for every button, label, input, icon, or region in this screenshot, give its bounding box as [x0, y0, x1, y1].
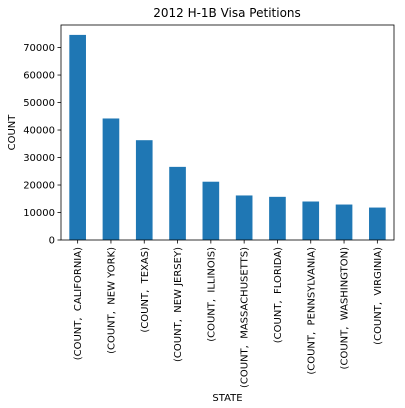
y-tick-label: 70000: [23, 43, 55, 54]
y-axis-label: COUNT: [7, 114, 18, 151]
bar: [369, 207, 386, 240]
x-tick-label: (COUNT, MASSACHUSETTS): [240, 247, 251, 388]
x-tick-label: (COUNT, WASHINGTON): [340, 247, 351, 370]
bar: [235, 195, 253, 240]
plot-frame: [60, 24, 395, 241]
x-tick-label: (COUNT, ILLINOIS): [206, 247, 217, 342]
chart-title: 2012 H-1B Visa Petitions: [153, 6, 301, 20]
x-tick-label: (COUNT, TEXAS): [140, 247, 151, 333]
bar: [269, 196, 286, 240]
x-axis-label: STATE: [212, 393, 242, 404]
x-tick-label: (COUNT, CALIFORNIA): [73, 247, 84, 360]
bar: [102, 118, 120, 240]
bar: [202, 181, 220, 240]
y-tick-label: 10000: [23, 208, 55, 219]
x-axis-ticks: (COUNT, CALIFORNIA) (COUNT, NEW YORK) (COU…: [73, 240, 384, 388]
bar: [135, 140, 153, 240]
y-tick-label: 20000: [23, 181, 55, 192]
x-tick-label: (COUNT, FLORIDA): [273, 247, 284, 343]
x-tick-label: (COUNT, NEW JERSEY): [173, 247, 184, 362]
bar: [335, 204, 353, 240]
y-tick-label: 60000: [23, 71, 55, 82]
y-tick-label: 50000: [23, 98, 55, 109]
y-tick-label: 30000: [23, 153, 55, 164]
x-tick-label: (COUNT, VIRGINIA): [373, 247, 384, 345]
bar: [302, 201, 320, 240]
y-axis-ticks: 0 10000 20000 30000 40000 50000 60000 70000: [23, 43, 61, 247]
bars-group: [69, 34, 386, 240]
bar: [69, 34, 86, 240]
x-tick-label: (COUNT, NEW YORK): [106, 247, 117, 354]
y-tick-label: 40000: [23, 126, 55, 137]
x-tick-label: (COUNT, PENNSYLVANIA): [306, 247, 317, 375]
y-tick-label: 0: [49, 236, 55, 247]
bar: [169, 166, 186, 240]
